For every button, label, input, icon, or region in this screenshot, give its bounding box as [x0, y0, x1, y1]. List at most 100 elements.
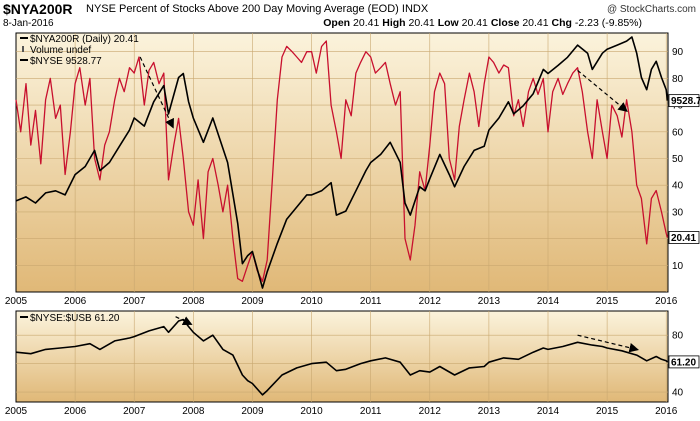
data-point	[518, 358, 520, 360]
trend-arrow	[139, 56, 174, 129]
data-point	[399, 91, 401, 93]
x-tick-label: 2005	[5, 406, 28, 417]
series-line-nya200r	[15, 40, 669, 282]
data-point	[621, 350, 623, 352]
data-point	[114, 340, 116, 342]
data-point	[148, 70, 150, 72]
data-point	[532, 351, 534, 353]
ohlc-quote: Open 20.41 High 20.41 Low 20.41 Close 20…	[323, 17, 642, 29]
data-point	[444, 83, 446, 85]
data-point	[469, 72, 471, 74]
legend-swatch-ratio	[20, 316, 28, 318]
data-point	[55, 118, 57, 120]
data-point	[532, 93, 534, 95]
data-point	[611, 104, 613, 106]
data-point	[602, 131, 604, 133]
data-point	[542, 78, 544, 80]
data-point	[30, 353, 32, 355]
data-point	[325, 40, 327, 42]
data-point	[64, 174, 66, 176]
x-tick-label: 2016	[655, 296, 678, 307]
data-point	[587, 131, 589, 133]
data-point	[646, 243, 648, 245]
data-point	[49, 78, 51, 80]
x-tick-label: 2009	[241, 296, 264, 307]
trend-arrow	[175, 316, 193, 326]
data-point	[84, 104, 86, 106]
data-point	[577, 44, 579, 46]
symbol-description: NYSE Percent of Stocks Above 200 Day Mov…	[86, 3, 429, 15]
brand-watermark[interactable]: @ StockCharts.com	[606, 4, 696, 15]
x-tick-label: 2007	[123, 296, 146, 307]
data-point	[448, 174, 450, 176]
data-point	[212, 117, 214, 119]
data-point	[655, 190, 657, 192]
data-point	[631, 131, 633, 133]
data-point	[20, 131, 22, 133]
data-point	[153, 101, 155, 103]
x-tick-label: 2015	[596, 406, 619, 417]
data-point	[94, 150, 96, 152]
data-point	[173, 144, 175, 146]
data-point	[296, 56, 298, 58]
x-tick-label: 2007	[123, 406, 146, 417]
data-point	[330, 182, 332, 184]
data-point	[345, 99, 347, 101]
data-point	[330, 104, 332, 106]
data-point	[572, 72, 574, 74]
data-point	[286, 218, 288, 220]
data-point	[591, 344, 593, 346]
data-point	[114, 99, 116, 101]
data-point	[385, 357, 387, 359]
data-point	[493, 62, 495, 64]
data-point	[513, 113, 515, 115]
open-value: 20.41	[353, 17, 380, 29]
data-point	[252, 383, 254, 385]
data-point	[227, 184, 229, 186]
data-point	[182, 158, 184, 160]
y-tick-label: 40	[672, 388, 684, 399]
data-point	[661, 358, 663, 360]
data-point	[621, 136, 623, 138]
open-label: Open	[323, 17, 351, 29]
data-point	[163, 326, 165, 328]
data-point	[311, 194, 313, 196]
bottom-panel: 4060802005200620072008200920102011201220…	[5, 310, 700, 417]
data-point	[503, 64, 505, 66]
data-point	[350, 115, 352, 117]
data-point	[104, 144, 106, 146]
data-point	[626, 99, 628, 101]
data-point	[375, 72, 377, 74]
data-point	[395, 104, 397, 106]
data-point	[242, 374, 244, 376]
trend-arrow	[577, 69, 628, 112]
chart-date: 8-Jan-2016	[3, 18, 54, 29]
data-point	[355, 190, 357, 192]
last-value-tag-nyse	[668, 94, 700, 108]
data-point	[360, 62, 362, 64]
y-tick-label: 90	[672, 47, 684, 58]
x-tick-label: 2010	[300, 296, 323, 307]
plot-area	[15, 310, 669, 403]
data-point	[547, 73, 549, 75]
data-point	[665, 232, 667, 234]
data-point	[469, 367, 471, 369]
data-point	[296, 367, 298, 369]
data-point	[143, 104, 145, 106]
data-point	[429, 144, 431, 146]
data-point	[15, 99, 17, 101]
data-point	[315, 72, 317, 74]
data-point	[336, 131, 338, 133]
data-point	[429, 178, 431, 180]
y-tick-label: 10	[672, 261, 684, 272]
data-point	[345, 368, 347, 370]
data-point	[651, 198, 653, 200]
data-point	[651, 69, 653, 71]
data-point	[163, 72, 165, 74]
data-point	[577, 67, 579, 69]
data-point	[74, 83, 76, 85]
data-point	[212, 158, 214, 160]
data-point	[389, 141, 391, 143]
data-point	[336, 370, 338, 372]
